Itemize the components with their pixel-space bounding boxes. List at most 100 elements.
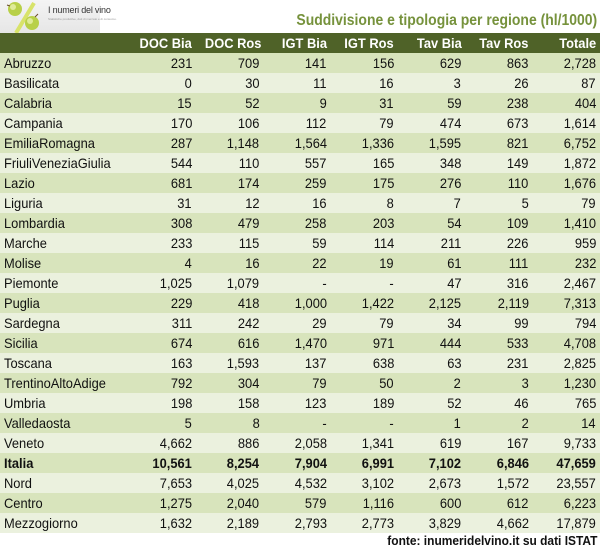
cell-value: 115 (195, 233, 264, 253)
column-header: DOC Bia (128, 33, 196, 53)
cell-text: 170 (170, 115, 192, 131)
cell-value: 54 (397, 213, 466, 233)
cell-text: 287 (170, 135, 192, 151)
cell-value: 123 (263, 393, 331, 413)
cell-value: - (330, 413, 398, 433)
cell-value: 112 (263, 113, 331, 133)
cell-text: 50 (379, 375, 394, 391)
cell-text: Liguria (4, 195, 43, 211)
cell-text: 8 (252, 415, 260, 431)
cell-value: 47 (397, 273, 466, 293)
cell-text: 137 (305, 355, 327, 371)
cell-text: Sardegna (4, 315, 60, 331)
cell-value: 971 (330, 333, 398, 353)
cell-value: 9 (263, 93, 331, 113)
cell-value: 149 (465, 153, 533, 173)
cell-text: 1,148 (227, 135, 260, 151)
cell-text: 1,336 (361, 135, 394, 151)
column-header: IGT Ros (330, 33, 398, 53)
cell-text: 63 (446, 355, 462, 371)
cell-text: 971 (372, 335, 394, 351)
cell-value: 308 (128, 213, 196, 233)
cell-value: 198 (128, 393, 196, 413)
cell-text: 99 (514, 315, 529, 331)
cell-text: 474 (439, 115, 462, 131)
grape-percent-logo-icon (6, 1, 39, 33)
cell-text: 8 (386, 195, 394, 211)
cell-value: 6,752 (532, 133, 600, 153)
cell-value: 87 (532, 73, 600, 93)
cell-text: 600 (439, 495, 462, 511)
cell-value: 544 (128, 153, 196, 173)
cell-text: - (389, 275, 394, 291)
cell-text: 110 (238, 155, 260, 171)
cell-value: 111 (465, 253, 533, 273)
cell-value: 474 (397, 113, 466, 133)
cell-text: 14 (581, 415, 596, 431)
cell-value: 16 (263, 193, 331, 213)
cell-value: 7 (397, 193, 466, 213)
cell-value: 1,676 (532, 173, 600, 193)
cell-value: 629 (397, 53, 466, 73)
cell-text: 31 (379, 95, 394, 111)
cell-text: 612 (507, 495, 529, 511)
region-name: Marche (0, 233, 129, 253)
cell-value: 3 (465, 373, 533, 393)
cell-value: 2,119 (465, 293, 533, 313)
region-name: EmiliaRomagna (0, 133, 129, 153)
cell-text: 1,470 (294, 335, 327, 351)
column-header: Tav Bia (397, 33, 466, 53)
cell-text: 17,879 (556, 515, 596, 531)
cell-text: 681 (170, 175, 192, 191)
cell-value: 1,872 (532, 153, 600, 173)
cell-text: Veneto (4, 435, 45, 451)
cell-value: 1,025 (128, 273, 196, 293)
cell-value: 794 (532, 313, 600, 333)
cell-value: 2,673 (397, 473, 466, 493)
cell-value: 579 (263, 493, 331, 513)
cell-text: 765 (574, 395, 596, 411)
cell-text: 163 (170, 355, 192, 371)
column-header-label: IGT Ros (344, 35, 394, 51)
cell-text: 619 (439, 435, 462, 451)
cell-text: 46 (514, 395, 529, 411)
cell-text: 6,991 (361, 455, 394, 471)
cell-value: 311 (128, 313, 196, 333)
region-name: Veneto (0, 433, 129, 453)
cell-value: 211 (397, 233, 466, 253)
cell-value: 16 (195, 253, 264, 273)
cell-text: 9,733 (563, 435, 596, 451)
cell-value: 19 (330, 253, 398, 273)
cell-text: 31 (177, 195, 192, 211)
cell-text: 673 (507, 115, 529, 131)
cell-value: 59 (397, 93, 466, 113)
table-row: EmiliaRomagna 287 1,148 1,564 1,336 1,595 821 6… (0, 133, 600, 153)
cell-text: 311 (171, 315, 192, 331)
cell-text: 316 (507, 275, 529, 291)
cell-value: 600 (397, 493, 466, 513)
region-table: DOC Bia DOC Ros IGT Bia IGT Ros Tav Bia Tav R… (0, 33, 600, 533)
cell-value: 7,102 (397, 453, 466, 473)
table-row: Sicilia 674 616 1,470 971 444 533 4,708 (0, 333, 600, 353)
cell-text: 1,025 (159, 275, 192, 291)
cell-text: 189 (372, 395, 394, 411)
cell-text: 79 (581, 195, 596, 211)
cell-text: 1,632 (159, 515, 192, 531)
cell-text: 579 (305, 495, 327, 511)
table-row: Centro 1,275 2,040 579 1,116 600 612 6,223 (0, 493, 600, 513)
cell-value: 34 (397, 313, 466, 333)
cell-value: 2,058 (263, 433, 331, 453)
cell-value: 3 (397, 73, 466, 93)
cell-text: 16 (244, 255, 260, 271)
cell-text: 11 (313, 75, 327, 91)
cell-text: 211 (440, 235, 462, 251)
cell-text: 2,058 (294, 435, 327, 451)
column-header-label: DOC Bia (139, 35, 192, 51)
cell-text: 0 (184, 75, 192, 91)
top-banner: I numeri del vino Statistiche produttive… (0, 0, 600, 33)
cell-text: 198 (170, 395, 192, 411)
cell-value: 203 (330, 213, 398, 233)
cell-value: 638 (330, 353, 398, 373)
cell-value: 79 (330, 313, 398, 333)
cell-text: 232 (574, 255, 596, 271)
